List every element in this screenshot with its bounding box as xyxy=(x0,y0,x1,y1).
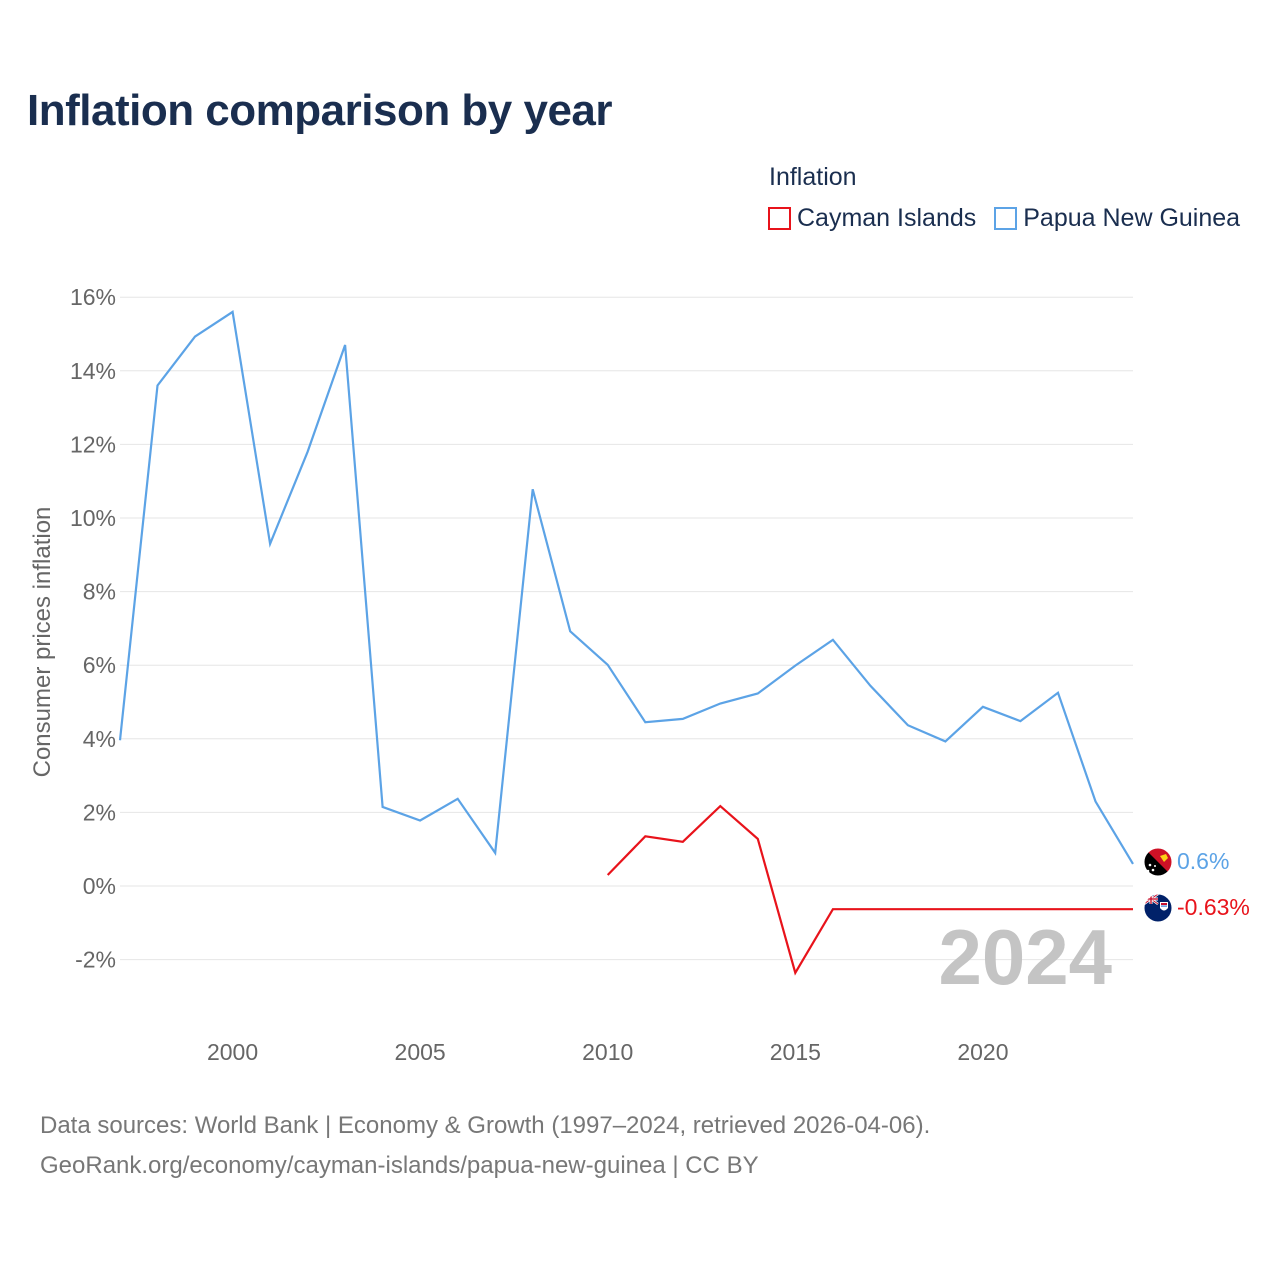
series-line-cayman-islands[interactable] xyxy=(606,804,1133,976)
x-tick-label: 2020 xyxy=(957,1039,1008,1065)
legend-swatch-papua-new-guinea xyxy=(994,207,1018,230)
series-lines xyxy=(118,310,1134,976)
source-line-1: Data sources: World Bank | Economy & Gro… xyxy=(40,1112,931,1139)
chart-title: Inflation comparison by year xyxy=(27,86,613,135)
y-axis-label: Consumer prices inflation xyxy=(29,507,56,778)
y-tick-label: 6% xyxy=(83,652,116,678)
papua-new-guinea-flag-icon xyxy=(1143,847,1173,877)
x-tick-label: 2005 xyxy=(395,1039,446,1065)
cayman-islands-flag-icon xyxy=(1143,893,1173,923)
legend-swatch-cayman-islands xyxy=(768,207,791,230)
source-line-2[interactable]: GeoRank.org/economy/cayman-islands/papua… xyxy=(40,1152,759,1179)
y-tick-label: 10% xyxy=(70,505,116,531)
end-label-cayman-islands: -0.63% xyxy=(1177,894,1250,920)
series-line-papua-new-guinea[interactable] xyxy=(118,310,1134,865)
x-tick-label: 2010 xyxy=(582,1039,633,1065)
y-tick-label: 12% xyxy=(70,431,116,457)
legend-item-papua-new-guinea[interactable]: Papua New Guinea xyxy=(994,204,1240,233)
legend: Cayman Islands Papua New Guinea xyxy=(768,204,1240,233)
legend-title: Inflation xyxy=(769,163,857,191)
y-tick-label: -2% xyxy=(75,947,116,973)
y-tick-label: 4% xyxy=(83,726,116,752)
legend-label-papua-new-guinea: Papua New Guinea xyxy=(1023,204,1241,232)
current-year-watermark: 2024 xyxy=(938,913,1112,1001)
x-tick-label: 2015 xyxy=(770,1039,821,1065)
y-tick-label: 0% xyxy=(83,873,116,899)
y-axis-ticks: 16% 14% 12% 10% 8% 6% 4% 2% 0% -2% xyxy=(70,284,116,972)
y-tick-label: 16% xyxy=(70,284,116,310)
legend-item-cayman-islands[interactable]: Cayman Islands xyxy=(768,204,976,233)
y-tick-label: 2% xyxy=(83,799,116,825)
data-source-note: Data sources: World Bank | Economy & Gro… xyxy=(40,1106,930,1186)
x-axis-ticks: 2000 2005 2010 2015 2020 xyxy=(207,1039,1009,1065)
end-label-papua-new-guinea: 0.6% xyxy=(1177,848,1229,874)
y-tick-label: 14% xyxy=(70,358,116,384)
legend-label-cayman-islands: Cayman Islands xyxy=(797,204,977,232)
x-tick-label: 2000 xyxy=(207,1039,258,1065)
grid-lines xyxy=(120,296,1133,961)
y-tick-label: 8% xyxy=(83,579,116,605)
